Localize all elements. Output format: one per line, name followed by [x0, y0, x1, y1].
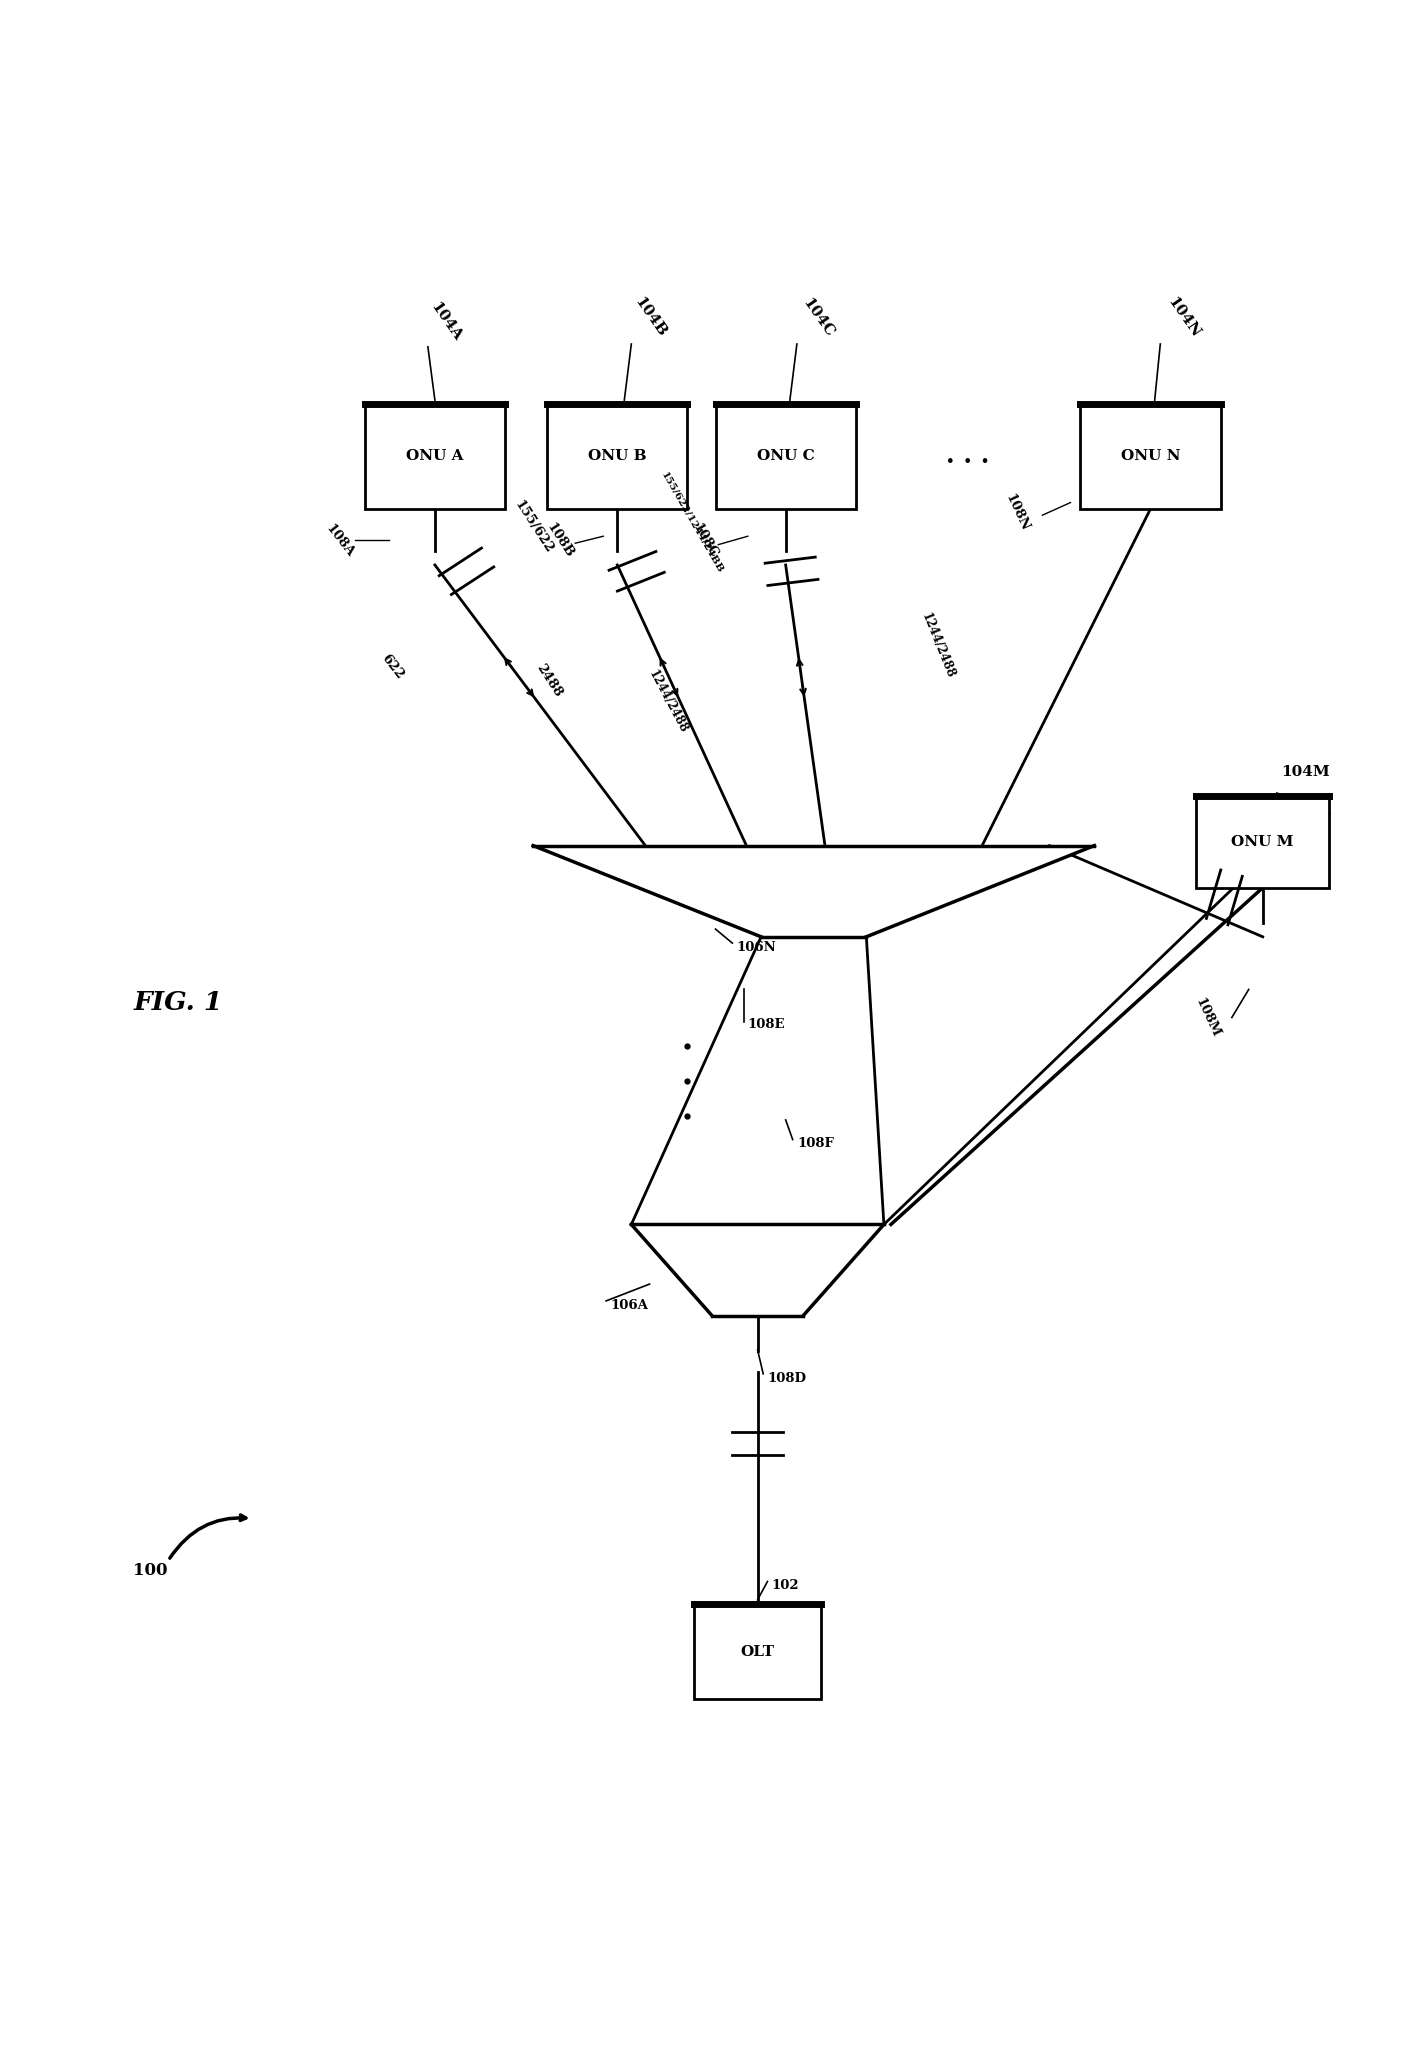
- Text: 104B: 104B: [632, 295, 669, 340]
- Text: 1244/2488: 1244/2488: [920, 611, 956, 680]
- Text: 108E: 108E: [748, 1018, 785, 1031]
- Text: ONU B: ONU B: [588, 449, 646, 463]
- Text: 106A: 106A: [611, 1299, 648, 1311]
- Text: 1244/2488: 1244/2488: [645, 668, 690, 736]
- FancyBboxPatch shape: [547, 404, 687, 508]
- Text: 108D: 108D: [768, 1371, 806, 1385]
- Text: 106N: 106N: [737, 940, 777, 955]
- FancyBboxPatch shape: [694, 1604, 820, 1699]
- Text: 2488: 2488: [533, 662, 564, 699]
- Text: 100: 100: [133, 1561, 167, 1578]
- Text: 108F: 108F: [796, 1137, 833, 1149]
- Text: 622: 622: [378, 652, 407, 682]
- Polygon shape: [632, 1225, 884, 1315]
- FancyBboxPatch shape: [1196, 797, 1329, 887]
- Text: FIG. 1: FIG. 1: [133, 990, 222, 1016]
- Text: 104C: 104C: [799, 295, 836, 340]
- Text: 108M: 108M: [1193, 996, 1221, 1039]
- Text: 155/622/1244/24BB: 155/622/1244/24BB: [659, 469, 726, 574]
- Text: 155/622: 155/622: [512, 498, 555, 555]
- Text: 104M: 104M: [1281, 764, 1329, 779]
- Polygon shape: [533, 846, 1094, 936]
- Text: . . .: . . .: [947, 445, 989, 469]
- FancyBboxPatch shape: [364, 404, 504, 508]
- Text: 108B: 108B: [544, 520, 577, 559]
- Text: ONU N: ONU N: [1121, 449, 1180, 463]
- Text: ONU A: ONU A: [407, 449, 463, 463]
- Text: 108C: 108C: [690, 520, 720, 559]
- Text: 104N: 104N: [1165, 295, 1202, 340]
- Text: 108N: 108N: [1003, 492, 1032, 533]
- FancyBboxPatch shape: [1080, 404, 1220, 508]
- Text: ONU C: ONU C: [757, 449, 815, 463]
- Text: 104A: 104A: [428, 299, 465, 344]
- Text: ONU M: ONU M: [1231, 836, 1294, 848]
- Text: OLT: OLT: [741, 1645, 775, 1660]
- Text: 102: 102: [772, 1580, 799, 1592]
- FancyBboxPatch shape: [716, 404, 856, 508]
- Text: 108A: 108A: [323, 522, 356, 559]
